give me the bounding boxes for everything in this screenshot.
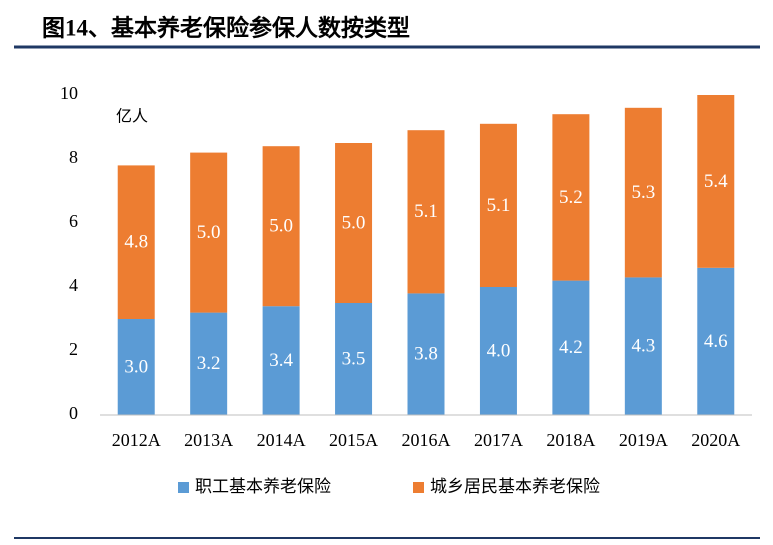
legend-swatch	[413, 482, 424, 493]
value-label: 3.5	[342, 348, 366, 369]
bar-segment	[407, 293, 445, 415]
x-tick-label: 2013A	[184, 430, 233, 450]
value-label: 5.0	[342, 212, 366, 233]
x-tick-label: 2018A	[546, 430, 595, 450]
value-label: 5.3	[631, 182, 655, 203]
y-tick-label: 6	[69, 211, 78, 231]
value-label: 5.0	[197, 222, 221, 243]
y-tick-label: 2	[69, 339, 78, 359]
value-label: 5.1	[414, 201, 438, 222]
x-tick-label: 2014A	[257, 430, 306, 450]
value-label: 4.8	[124, 232, 148, 253]
chart-title: 图14、基本养老保险参保人数按类型	[42, 14, 410, 40]
bar-segment	[552, 114, 590, 281]
x-tick-label: 2015A	[329, 430, 378, 450]
legend-label: 城乡居民基本养老保险	[430, 477, 600, 496]
bar-segment	[624, 277, 662, 415]
legend-swatch	[178, 482, 189, 493]
bar-segment	[552, 280, 590, 415]
legend-label: 职工基本养老保险	[195, 477, 331, 496]
value-label: 5.0	[269, 216, 293, 237]
value-label: 4.2	[559, 337, 583, 358]
value-label: 5.4	[704, 171, 728, 192]
x-tick-label: 2016A	[402, 430, 451, 450]
x-tick-label: 2012A	[112, 430, 161, 450]
unit-label: 亿人	[116, 108, 148, 126]
bar-segment	[479, 287, 517, 415]
bar-segment	[335, 303, 373, 415]
bar-segment	[190, 312, 228, 415]
value-label: 3.8	[414, 344, 438, 365]
value-label: 5.1	[487, 195, 511, 216]
bar-segment	[262, 146, 300, 307]
bar-segment	[190, 152, 228, 313]
bar-segment	[479, 123, 517, 287]
y-tick-label: 4	[69, 275, 78, 295]
bar-segment	[262, 306, 300, 415]
y-tick-label: 10	[60, 83, 78, 103]
x-tick-label: 2017A	[474, 430, 523, 450]
x-tick-label: 2020A	[691, 430, 740, 450]
value-label: 3.2	[197, 353, 221, 374]
bar-segment	[624, 107, 662, 278]
value-label: 3.4	[269, 350, 293, 371]
x-tick-label: 2019A	[619, 430, 668, 450]
value-label: 4.3	[631, 336, 655, 357]
bar-segment	[335, 143, 373, 303]
bar-segment	[117, 165, 155, 319]
bar-segment	[697, 95, 735, 268]
y-tick-label: 0	[69, 403, 78, 423]
value-label: 5.2	[559, 187, 583, 208]
value-label: 4.6	[704, 331, 728, 352]
bar-segment	[697, 267, 735, 415]
bar-segment	[407, 130, 445, 294]
value-label: 3.0	[124, 356, 148, 377]
value-label: 4.0	[487, 340, 511, 361]
bar-segment	[117, 319, 155, 415]
y-tick-label: 8	[69, 147, 78, 167]
